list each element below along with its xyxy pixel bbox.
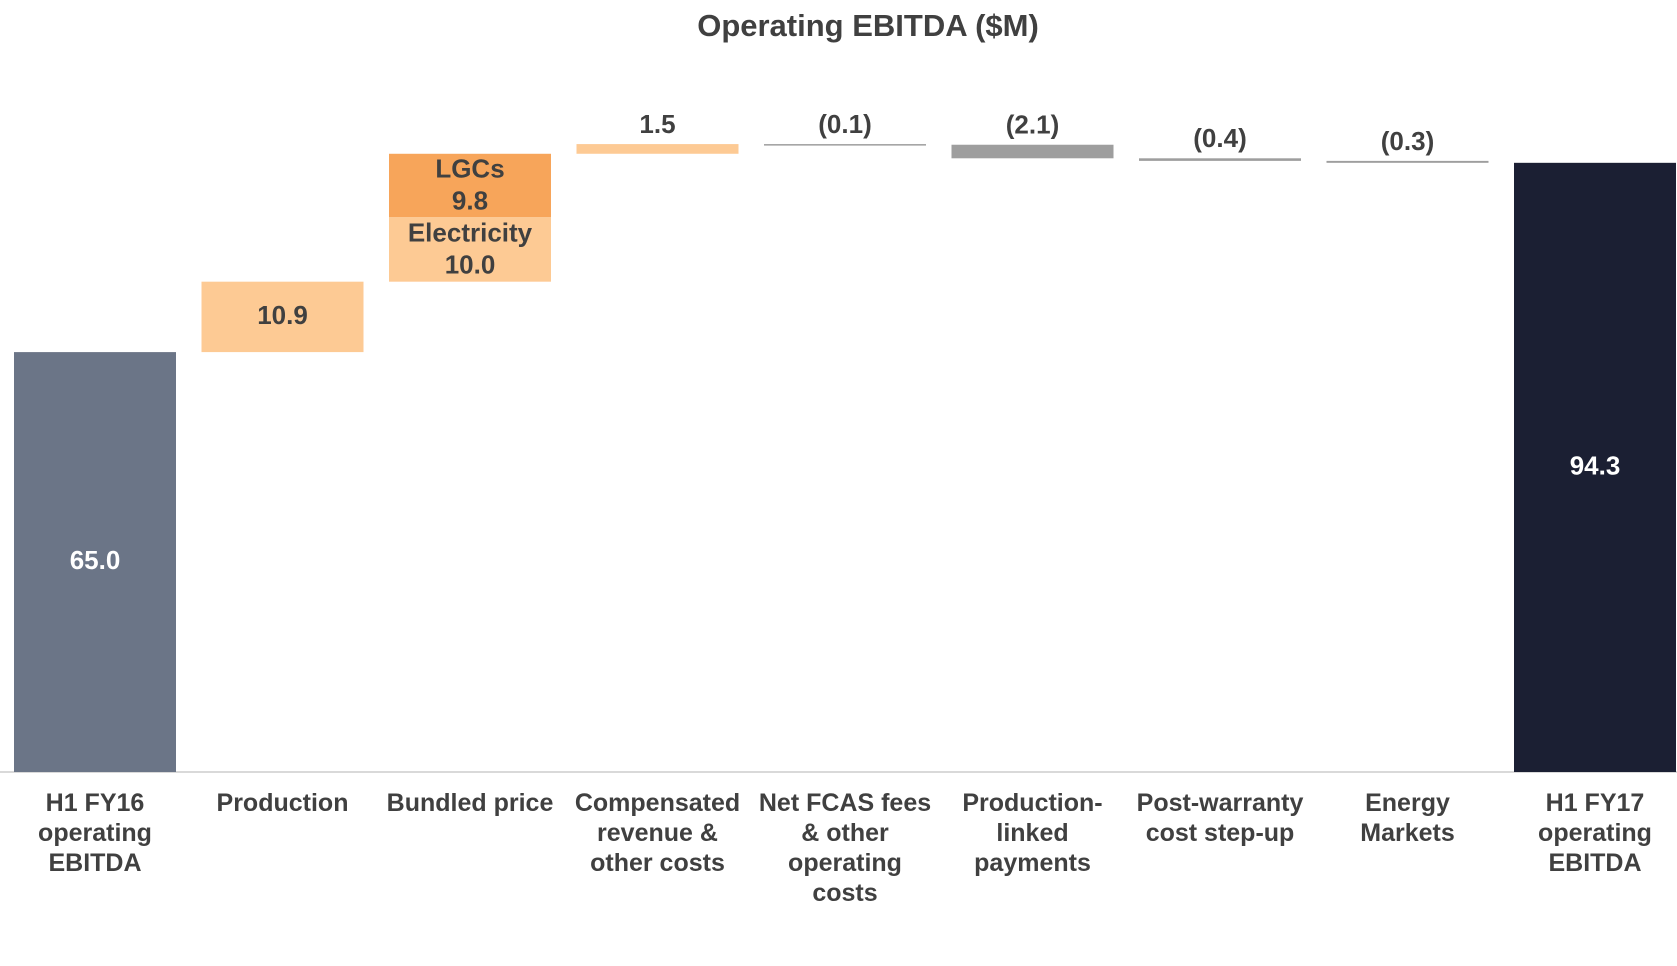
value-label: 94.3: [1570, 450, 1621, 480]
segment-name: LGCs: [435, 153, 504, 183]
bar: [1514, 162, 1676, 772]
x-tick-label: Net FCAS fees & other operating costs: [758, 789, 932, 907]
value-label: 65.0: [70, 545, 121, 575]
value-label: 1.5: [639, 109, 675, 139]
x-tick-label: Compensated revenue & other costs: [574, 789, 741, 877]
x-tick-label: Energy Markets: [1360, 789, 1455, 847]
segment-label: 10.0: [445, 249, 496, 279]
x-tick-label: Production: [216, 789, 349, 817]
segment-label: 9.8: [452, 185, 488, 215]
value-label: 10.9: [257, 300, 308, 330]
bar: [576, 144, 739, 154]
chart-title: Operating EBITDA ($M): [697, 8, 1039, 43]
bar: [1326, 160, 1489, 163]
x-tick-label: Production-linked payments: [962, 789, 1103, 877]
x-tick-label: H1 FY17 operating EBITDA: [1538, 789, 1652, 877]
bar: [389, 153, 551, 218]
value-label: (2.1): [1006, 110, 1059, 140]
segment-name: Electricity: [408, 217, 533, 247]
bar: [951, 144, 1114, 159]
bar: [389, 217, 551, 282]
bar: [1139, 158, 1301, 161]
bar: [201, 281, 364, 353]
bar: [14, 352, 176, 772]
x-tick-label: Bundled price: [386, 789, 554, 817]
x-tick-label: Post-warranty cost step-up: [1136, 789, 1304, 847]
value-label: (0.1): [818, 109, 871, 139]
value-label: (0.4): [1193, 123, 1246, 153]
bar: [764, 144, 926, 146]
value-label: (0.3): [1381, 126, 1434, 156]
x-tick-label: H1 FY16 operating EBITDA: [38, 789, 152, 877]
